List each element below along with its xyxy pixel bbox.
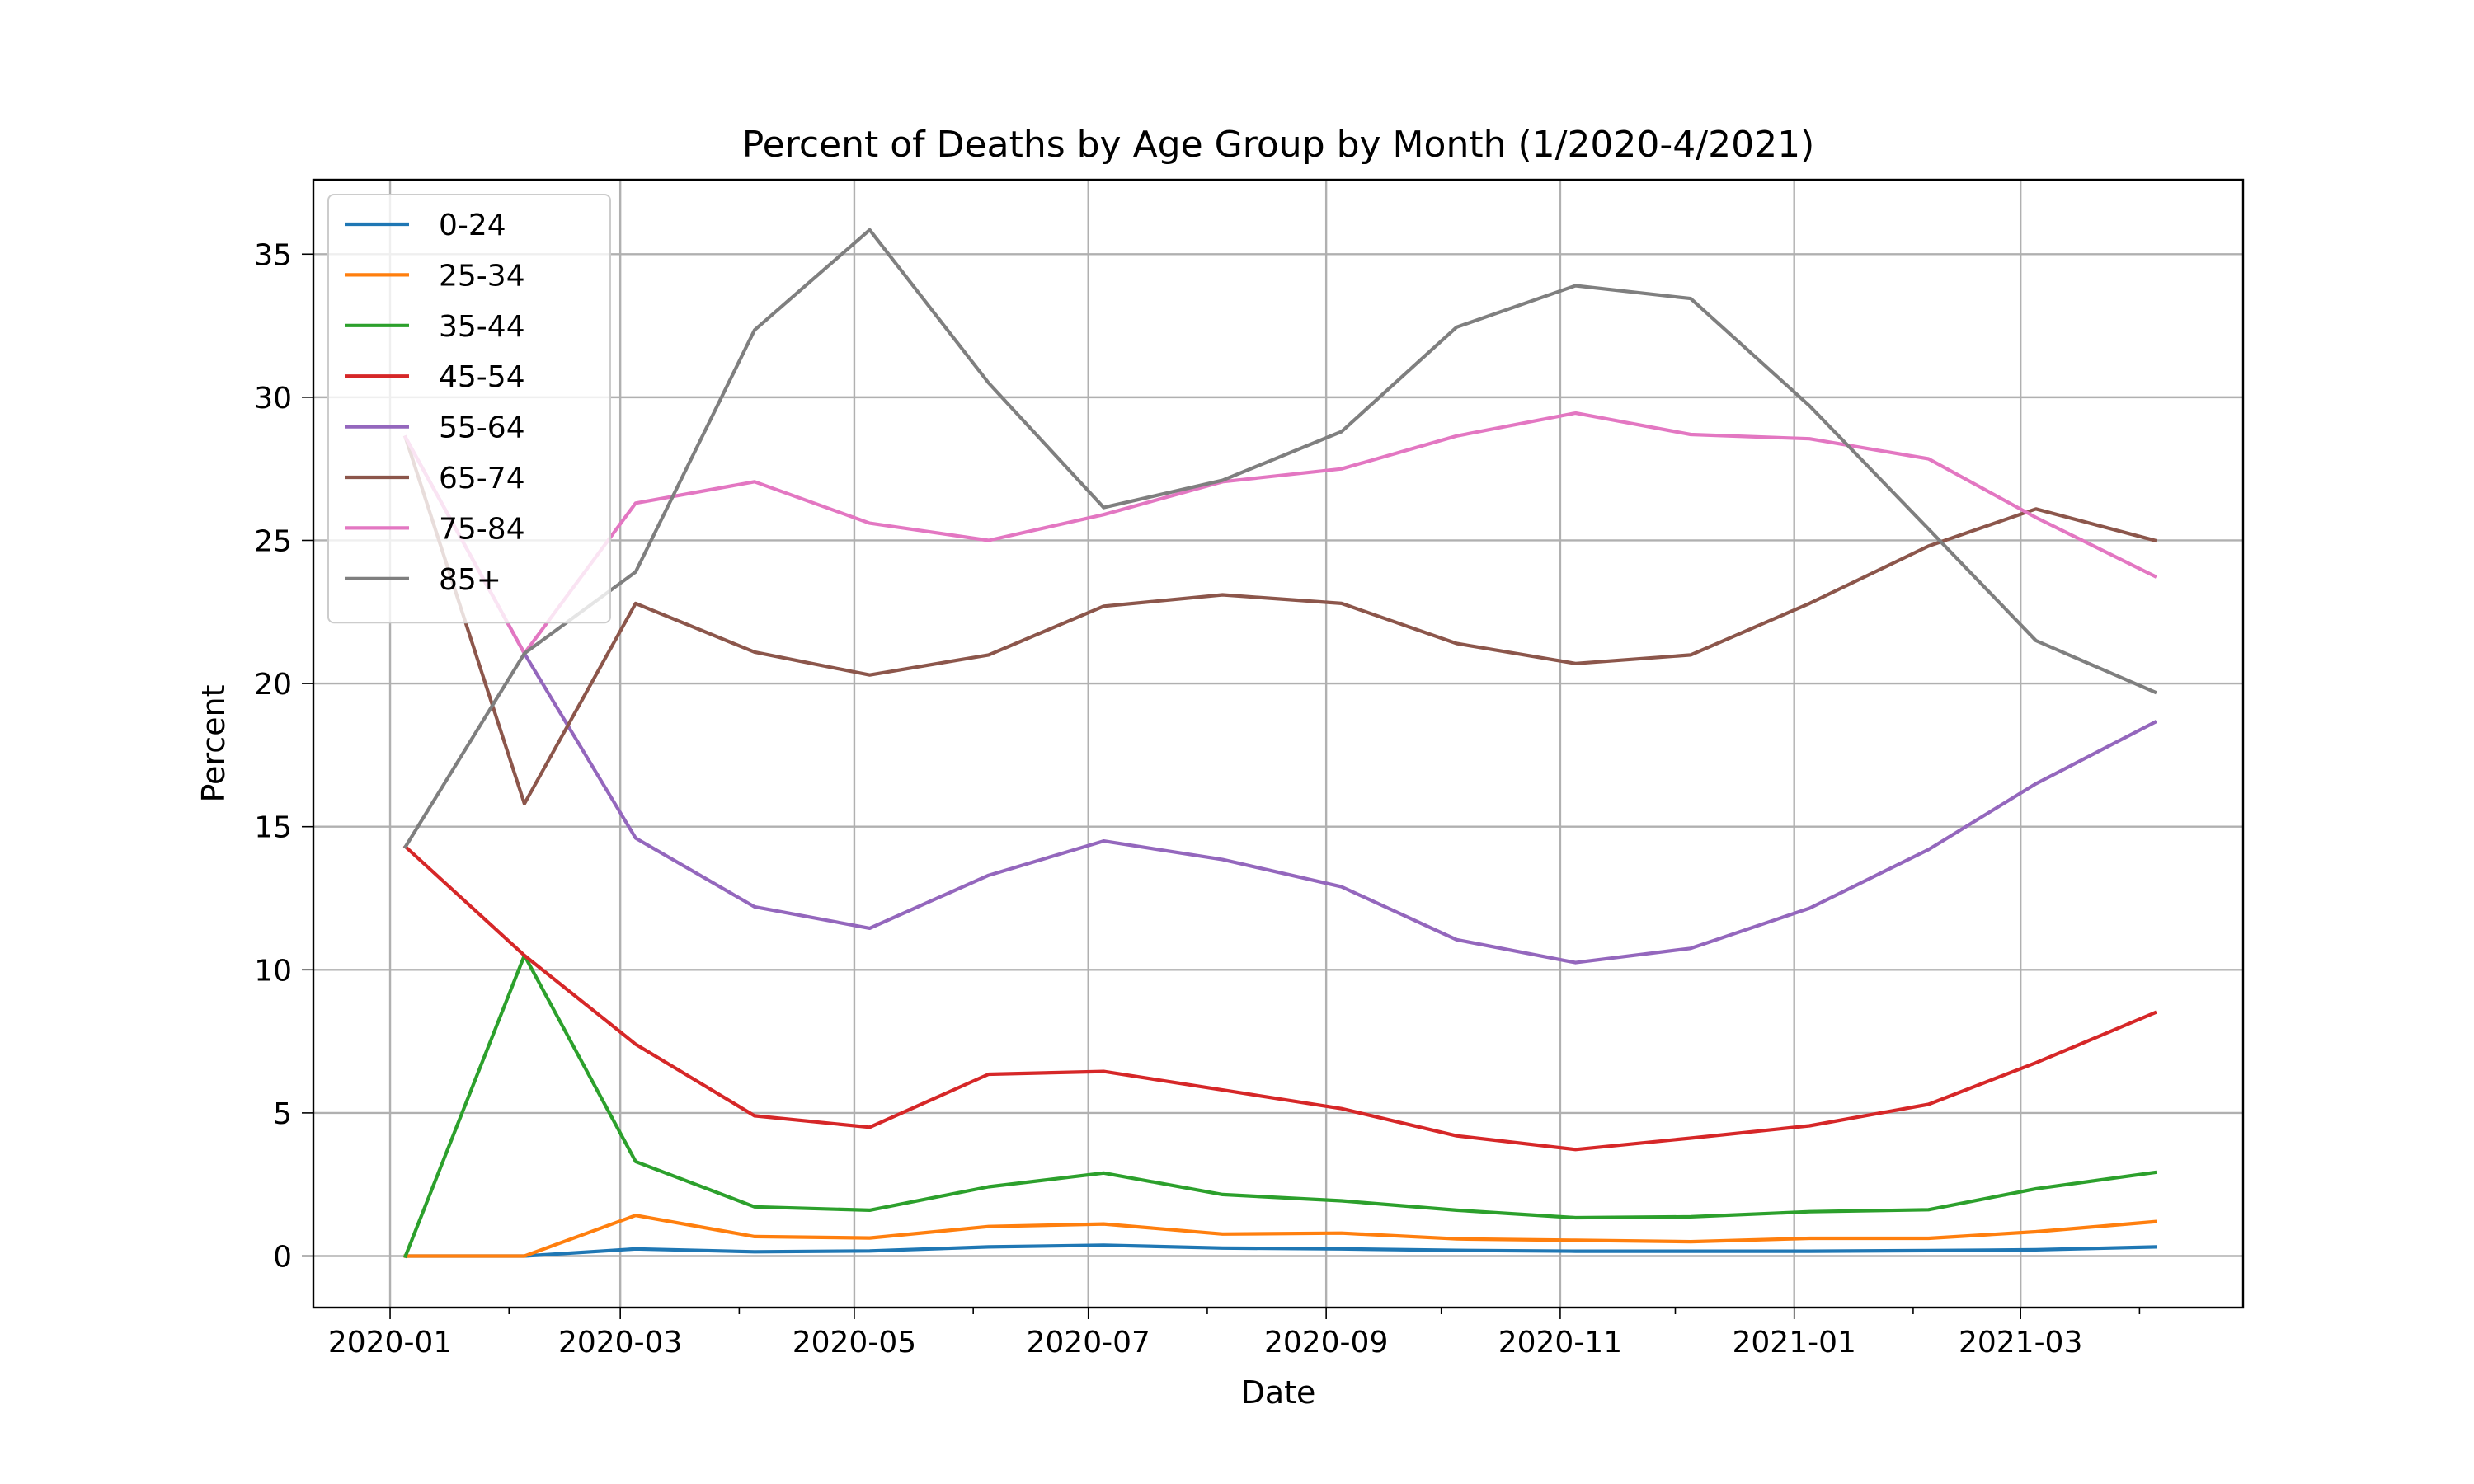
x-tick-label: 2020-11: [1498, 1326, 1622, 1360]
series-line-55-64: [402, 434, 2157, 965]
legend-box: [327, 194, 611, 624]
x-tick-label: 2020-03: [558, 1326, 682, 1360]
plot-frame: [312, 178, 2245, 1309]
series-line-85+: [402, 228, 2157, 849]
x-tick-label: 2020-07: [1027, 1326, 1150, 1360]
chart-title: Percent of Deaths by Age Group by Month …: [742, 124, 1815, 166]
legend-label: 25-34: [439, 259, 525, 293]
series-line-35-44: [402, 953, 2157, 1259]
axes-ticks: 2020-01 2020-03 2020-05 2020-07 2020-09 2020-…: [254, 238, 2141, 1360]
x-tick-label: 2021-03: [1959, 1326, 2082, 1360]
y-axis-label: Percent: [195, 685, 232, 803]
series-line-45-54: [402, 844, 2157, 1152]
legend-label: 35-44: [439, 310, 525, 344]
y-tick-label: 10: [254, 954, 292, 988]
legend-label: 55-64: [439, 411, 525, 445]
series-line-25-34: [403, 1214, 2157, 1258]
x-tick-label: 2020-09: [1264, 1326, 1388, 1360]
legend: 0-24 25-34 35-44 45-54 55-64 65-74 75-84 85+: [327, 194, 611, 624]
x-tick-label: 2020-01: [328, 1326, 452, 1360]
legend-label: 45-54: [439, 360, 525, 394]
y-tick-label: 15: [254, 811, 292, 845]
x-axis-label: Date: [1241, 1374, 1316, 1411]
x-tick-label: 2021-01: [1732, 1326, 1856, 1360]
y-tick-label: 20: [254, 668, 292, 702]
legend-label: 85+: [439, 563, 501, 597]
series-line-0-24: [403, 1243, 2157, 1258]
legend-label: 65-74: [439, 462, 525, 495]
y-tick-label: 35: [254, 238, 292, 272]
grid-lines: [313, 180, 2243, 1308]
y-tick-label: 5: [273, 1097, 292, 1131]
y-tick-label: 25: [254, 524, 292, 558]
legend-label: 0-24: [439, 209, 506, 242]
x-tick-label: 2020-05: [793, 1326, 916, 1360]
series-lines: [402, 228, 2157, 1259]
y-tick-label: 30: [254, 382, 292, 416]
y-tick-label: 0: [273, 1241, 292, 1275]
series-line-75-84: [402, 411, 2157, 655]
series-line-65-74: [403, 434, 2157, 806]
legend-label: 75-84: [439, 512, 525, 546]
